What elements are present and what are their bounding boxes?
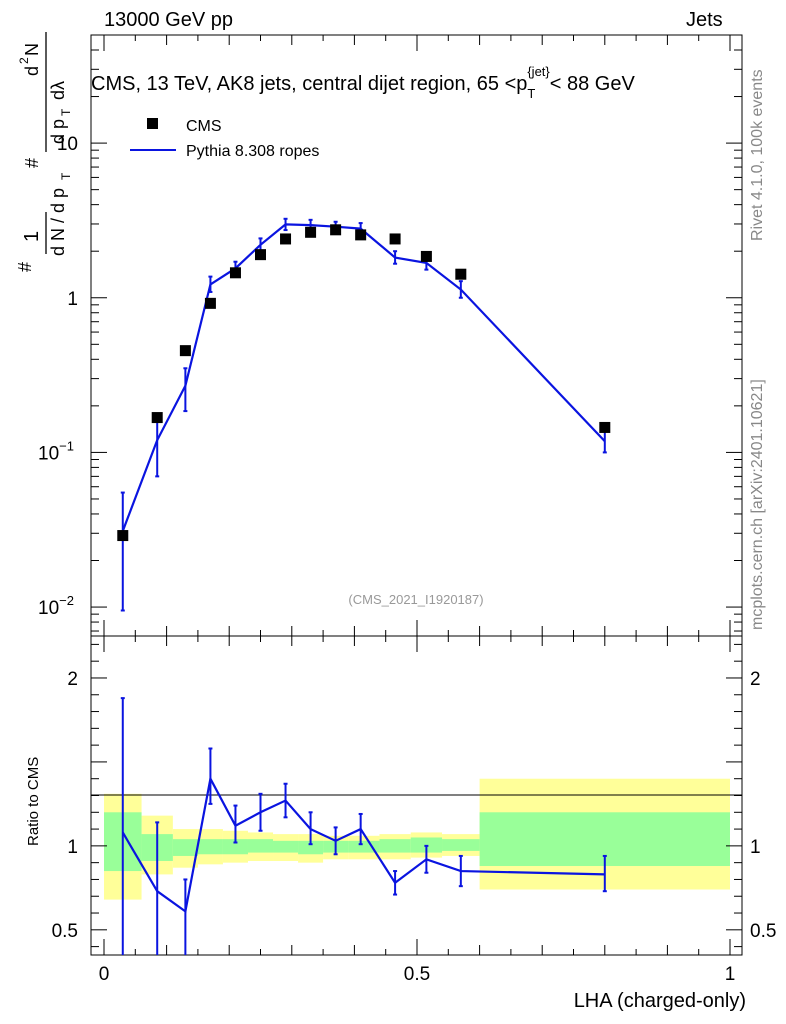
y-axis-label-denominator2-sub: T xyxy=(59,108,73,116)
chart-title-main: CMS, 13 TeV, AK8 jets, central dijet reg… xyxy=(91,73,527,95)
y-axis-label-one: 1 xyxy=(21,231,43,242)
chart-title-end: < 88 GeV xyxy=(550,73,636,95)
data-point-3 xyxy=(204,297,216,309)
data-point-0 xyxy=(117,530,129,542)
y-axis-label-denominator2-lambda: dλ xyxy=(48,81,68,100)
y-axis-label-hash2: # xyxy=(22,158,42,168)
data-point-2 xyxy=(179,345,191,357)
chart-title: CMS, 13 TeV, AK8 jets, central dijet reg… xyxy=(91,64,635,101)
y-axis-label-denominator: d N / d p xyxy=(48,188,68,256)
legend-data-marker xyxy=(147,118,158,129)
data-point-13 xyxy=(599,421,611,433)
ratio-band-green-4 xyxy=(222,839,248,855)
y-tick-label-0: 10−2 xyxy=(38,593,74,619)
ratio-band-green-9 xyxy=(348,840,380,853)
data-point-12 xyxy=(455,268,467,280)
data-point-10 xyxy=(389,233,401,245)
x-tick-label-0: 0 xyxy=(99,964,110,985)
legend-mc-label: Pythia 8.308 ropes xyxy=(186,143,319,160)
ratio-band-green-12 xyxy=(442,839,480,851)
data-point-1 xyxy=(151,412,163,424)
x-axis-label: LHA (charged-only) xyxy=(574,990,746,1012)
ratio-band-green-2 xyxy=(172,839,198,856)
legend: CMS Pythia 8.308 ropes xyxy=(130,118,319,160)
y-axis-label-denominator2: d p xyxy=(48,119,68,144)
ratio-band-green-7 xyxy=(298,840,324,855)
header-left: 13000 GeV pp xyxy=(104,9,233,31)
ratio-tick-label-right-0: 0.5 xyxy=(750,921,776,942)
data-point-5 xyxy=(255,249,266,261)
y-tick-label-1: 10−1 xyxy=(38,438,74,464)
ratio-band-green-10 xyxy=(379,839,411,853)
data-markers-main xyxy=(117,224,611,542)
chart-title-sub: T xyxy=(527,86,535,101)
y-tick-label-3: 10 xyxy=(57,134,78,155)
ratio-tick-label-right-2: 2 xyxy=(750,669,761,690)
y-tick-label-exp-0: −2 xyxy=(59,593,74,608)
analysis-watermark: (CMS_2021_I1920187) xyxy=(348,592,483,607)
ratio-tick-label-left-1: 1 xyxy=(67,837,78,858)
ratio-tick-label-left-2: 2 xyxy=(67,669,78,690)
ratio-line xyxy=(121,775,605,914)
legend-data-label: CMS xyxy=(186,118,222,135)
x-tick-label-2: 1 xyxy=(725,964,736,985)
ratio-tick-label-left-0: 0.5 xyxy=(52,921,78,942)
chart-title-sup: {jet} xyxy=(527,64,550,79)
ratio-tick-label-right-1: 1 xyxy=(750,837,761,858)
y-tick-label-2: 1 xyxy=(67,289,78,310)
mc-curve-main xyxy=(120,217,607,612)
data-point-11 xyxy=(420,250,432,262)
y-axis-label-numerator: d xyxy=(22,66,42,76)
ratio-y-axis-label: Ratio to CMS xyxy=(25,757,42,846)
ratio-band-green-3 xyxy=(197,839,223,855)
data-point-6 xyxy=(280,233,292,245)
data-point-9 xyxy=(355,229,367,241)
axis-ticks: 0 0.5 1 10−2 10−1 1 10 0.5 0.5 1 1 2 2 xyxy=(38,34,776,985)
y-axis-label-numerator-sup: 2 xyxy=(17,57,31,64)
data-point-7 xyxy=(305,226,317,238)
mc-line xyxy=(121,223,606,532)
y-axis-label-numerator-n: N xyxy=(22,43,42,56)
y-axis-label: # 1 d N / d p T # d 2 N d p T dλ xyxy=(15,32,73,272)
mc-curve-ratio xyxy=(120,697,607,955)
data-point-8 xyxy=(330,224,342,236)
header-right: Jets xyxy=(686,9,723,31)
y-axis-label-hash1: # xyxy=(15,262,35,272)
ratio-band-green-6 xyxy=(273,840,299,853)
y-tick-label-exp-1: −1 xyxy=(59,438,74,453)
ratio-band-green-5 xyxy=(247,839,274,853)
y-axis-label-denominator-sub: T xyxy=(59,172,73,180)
data-point-4 xyxy=(229,267,241,279)
x-tick-label-1: 0.5 xyxy=(404,964,430,985)
